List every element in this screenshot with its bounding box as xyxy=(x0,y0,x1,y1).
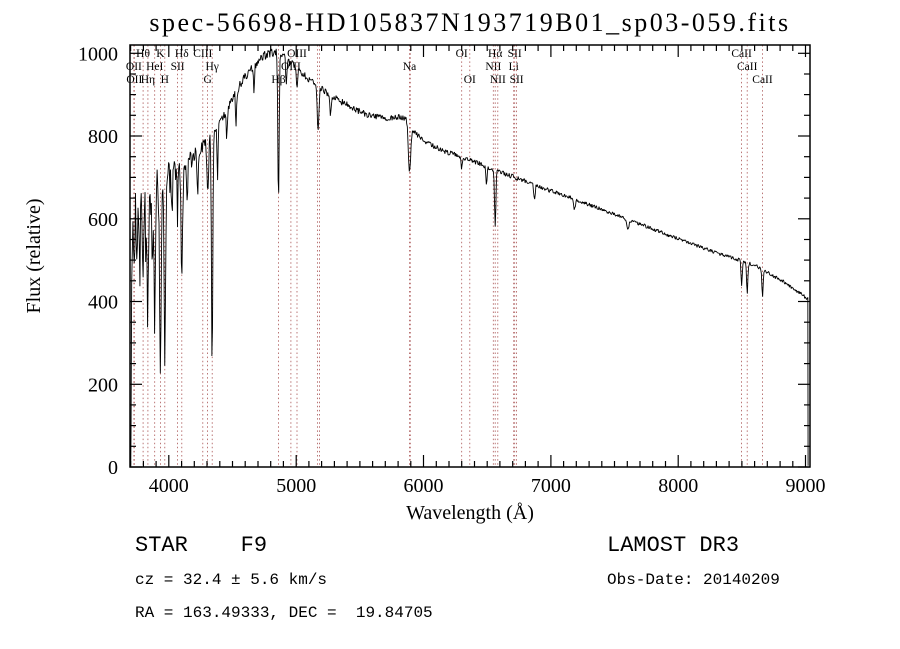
x-tick-label: 4000 xyxy=(149,475,189,497)
plot-title: spec-56698-HD105837N193719B01_sp03-059.f… xyxy=(149,8,791,37)
spectral-line-label: K xyxy=(156,48,165,60)
spectral-line-label: CaII xyxy=(737,61,758,73)
x-tick-label: 8000 xyxy=(658,475,698,497)
y-axis-label: Flux (relative) xyxy=(23,199,45,314)
coordinates: RA = 163.49333, DEC = 19.84705 xyxy=(135,604,433,622)
spectral-line-label: SII xyxy=(508,48,522,60)
spectral-line-label: CaII xyxy=(731,48,752,60)
y-tick-label: 200 xyxy=(88,374,118,396)
survey-label: LAMOST DR3 xyxy=(607,533,740,558)
spectral-line-label: Hδ xyxy=(175,48,189,60)
spectral-line-label: OI xyxy=(464,74,476,86)
spectral-line-label: Hα xyxy=(488,48,502,60)
y-tick-label: 800 xyxy=(88,126,118,148)
y-tick-label: 600 xyxy=(88,209,118,231)
x-tick-label: 7000 xyxy=(531,475,571,497)
spectral-line-label: Hβ xyxy=(271,74,285,86)
spectral-line-label: H xyxy=(161,74,169,86)
spectral-line-label: G xyxy=(203,74,211,86)
y-tick-label: 1000 xyxy=(78,43,118,65)
y-tick-label: 0 xyxy=(108,457,118,479)
spectrum-trace xyxy=(130,48,809,466)
spectral-line-label: Hγ xyxy=(206,61,219,73)
obs-date: Obs-Date: 20140209 xyxy=(607,571,780,589)
object-class-label: STAR F9 xyxy=(135,533,268,558)
spectral-line-label: SII xyxy=(510,74,524,86)
spectral-line-label: CIII xyxy=(193,48,212,60)
spectral-line-label: NII xyxy=(485,61,501,73)
x-tick-label: 5000 xyxy=(276,475,316,497)
spectral-line-label: OIII xyxy=(287,48,307,60)
spectral-line-label: NII xyxy=(490,74,506,86)
spectral-line-label: HeI xyxy=(146,61,163,73)
spectral-line-label: SII xyxy=(171,61,185,73)
spectral-line-label: OI xyxy=(456,48,468,60)
x-tick-label: 6000 xyxy=(404,475,444,497)
y-tick-label: 400 xyxy=(88,292,118,314)
redshift-velocity: cz = 32.4 ± 5.6 km/s xyxy=(135,571,328,589)
spectral-line-label: Na xyxy=(403,61,416,73)
spectral-line-label: CaII xyxy=(752,74,773,86)
spectral-line-label: Li xyxy=(509,61,519,73)
plot-border xyxy=(129,44,811,468)
spectral-line-label: Hη xyxy=(141,74,155,86)
spectral-line-label: Hθ xyxy=(136,48,150,60)
x-tick-label: 9000 xyxy=(786,475,826,497)
x-axis-label: Wavelength (Å) xyxy=(406,502,534,524)
